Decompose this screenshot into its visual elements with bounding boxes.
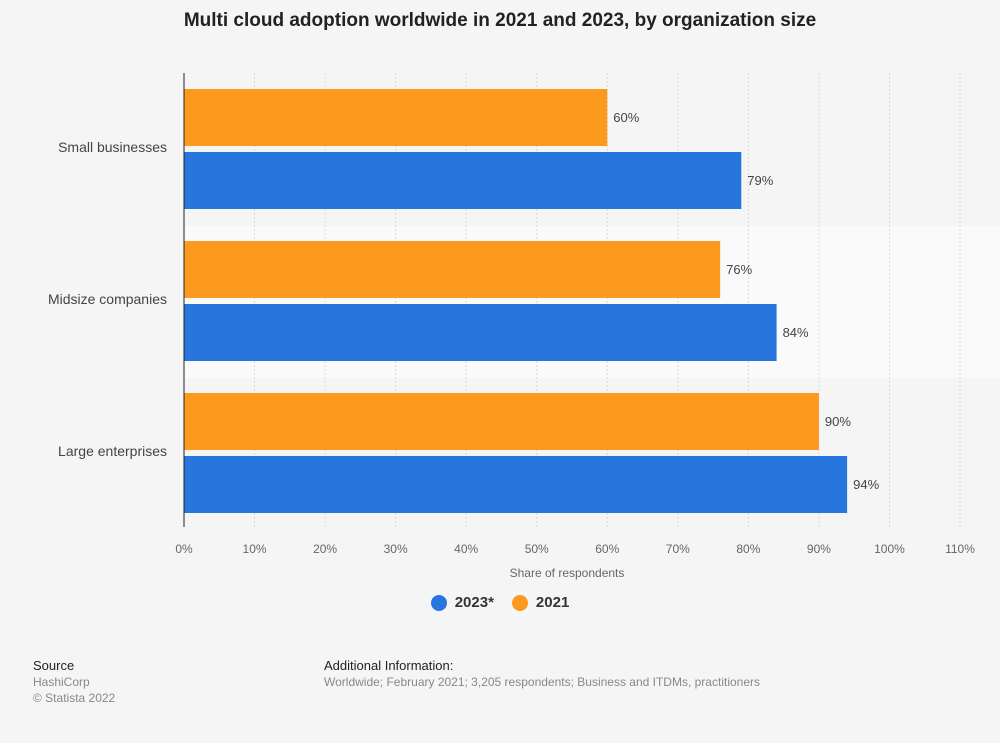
additional-info-label: Additional Information: — [324, 658, 454, 673]
x-tick-label: 60% — [595, 542, 619, 556]
data-label: 60% — [613, 110, 639, 125]
x-tick-label: 110% — [945, 542, 975, 556]
additional-info-block: Additional Information: Worldwide; Febru… — [324, 658, 760, 690]
category-label: Small businesses — [58, 139, 167, 155]
category-label: Midsize companies — [48, 291, 167, 307]
copyright: © Statista 2022 — [33, 691, 116, 705]
legend-item-2021[interactable]: 2021 — [511, 594, 570, 611]
legend-label-2023: 2023* — [454, 594, 494, 611]
x-tick-label: 100% — [874, 542, 905, 556]
x-axis-title: Share of respondents — [510, 566, 625, 580]
bar-2021-1 — [184, 241, 721, 298]
bar-2021-0 — [184, 89, 608, 146]
x-tick-label: 30% — [384, 542, 408, 556]
additional-info-text: Worldwide; February 2021; 3,205 responde… — [324, 675, 760, 689]
data-label: 84% — [783, 325, 809, 340]
x-tick-label: 40% — [454, 542, 478, 556]
x-tick-label: 20% — [313, 542, 337, 556]
data-label: 94% — [853, 477, 879, 492]
source-name[interactable]: HashiCorp — [33, 675, 90, 689]
bar-2023-0 — [184, 152, 742, 209]
legend-label-2021: 2021 — [535, 594, 570, 611]
bar-2023-2 — [184, 456, 848, 513]
bar-2021-2 — [184, 393, 819, 450]
legend-marker-2023 — [430, 594, 447, 611]
legend-item-2023[interactable]: 2023* — [430, 594, 494, 611]
bar-chart: 0% 10% 20% 30% 40% 50% 60% 70% 80% 90% 100% 110% Sha… — [47, 73, 976, 580]
x-tick-label: 0% — [175, 542, 193, 556]
source-label: Source — [33, 658, 75, 673]
bar-2023-1 — [184, 304, 777, 361]
data-label: 79% — [747, 173, 773, 188]
data-label: 90% — [825, 414, 851, 429]
category-label: Large enterprises — [58, 443, 167, 459]
x-tick-label: 90% — [807, 542, 831, 556]
legend: 2023* 2021 — [0, 594, 1000, 611]
source-block: Source HashiCorp © Statista 2022 — [33, 658, 115, 706]
x-tick-label: 70% — [666, 542, 690, 556]
x-tick-label: 10% — [243, 542, 267, 556]
data-label: 76% — [726, 262, 752, 277]
x-tick-label: 80% — [736, 542, 760, 556]
x-tick-label: 50% — [525, 542, 549, 556]
chart-title: Multi cloud adoption worldwide in 2021 a… — [183, 10, 817, 31]
legend-marker-2021 — [511, 594, 528, 611]
